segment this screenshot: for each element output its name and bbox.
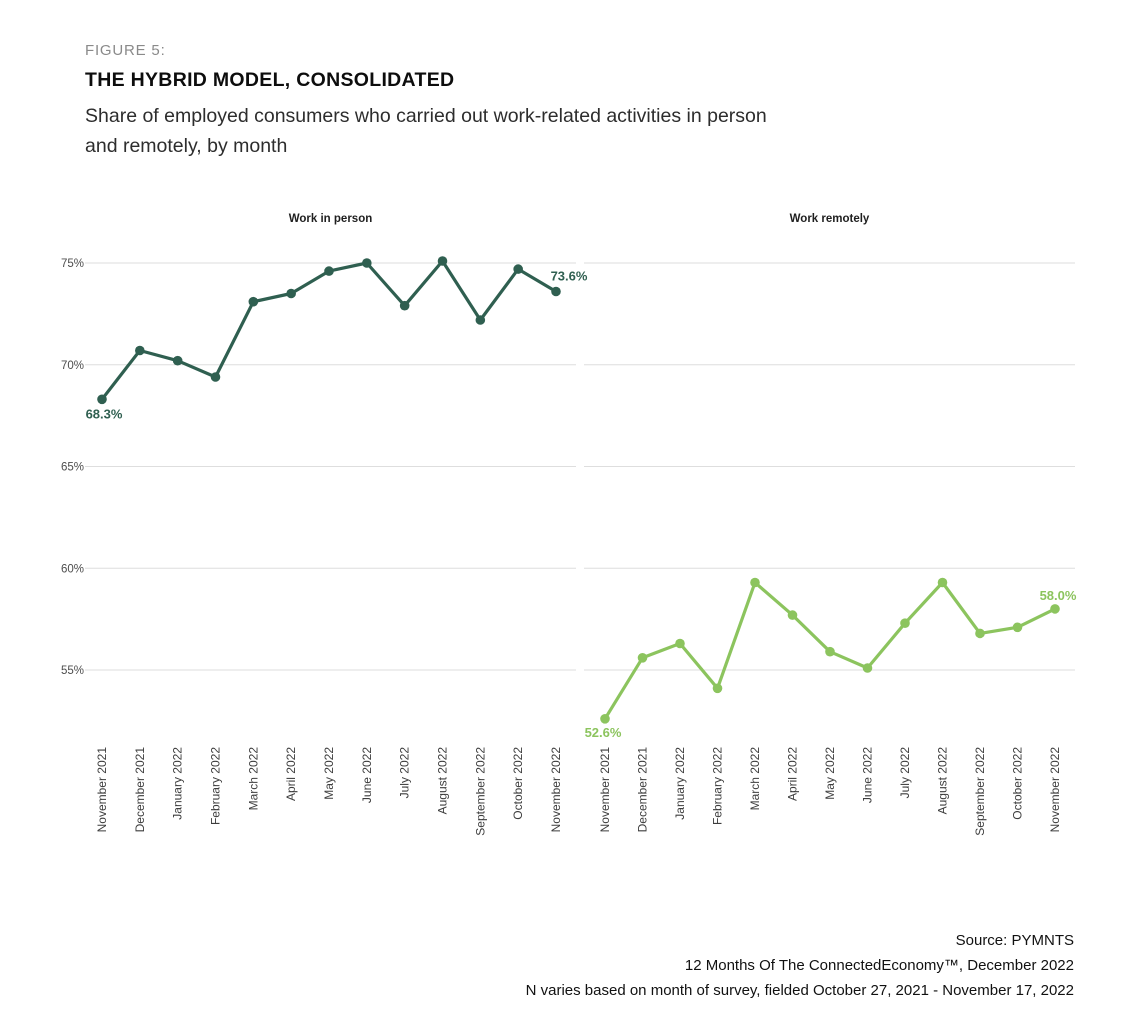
month-label: August 2022 [936, 747, 950, 815]
report-title-line: 12 Months Of The ConnectedEconomy™, Dece… [684, 957, 1074, 974]
work-in-person-data-point [551, 286, 561, 297]
dual-line-chart: 75% 70% 65% 60% 55% Work in person 68.3% 73.6% N… [0, 195, 1132, 870]
work-in-person-data-point [362, 258, 372, 268]
month-label: November 2021 [598, 747, 612, 833]
methodology-line: N varies based on month of survey, field… [525, 982, 1074, 999]
work-remotely-data-point [750, 577, 760, 588]
month-label: August 2022 [436, 747, 450, 815]
work-in-person-panel: Work in person 68.3% 73.6% November 2021 Dec… [86, 213, 588, 836]
month-label: November 2021 [95, 747, 109, 833]
work-in-person-data-point [248, 296, 259, 307]
figure-header: FIGURE 5: THE HYBRID MODEL, CONSOLIDATED… [85, 42, 767, 161]
y-tick-label: 55% [61, 665, 84, 677]
figure-title: THE HYBRID MODEL, CONSOLIDATED [85, 69, 455, 91]
work-in-person-data-point [286, 288, 296, 299]
figure-subtitle: Share of employed consumers who carried … [85, 105, 767, 157]
work-in-person-data-point [475, 315, 486, 325]
work-remotely-data-point [675, 638, 685, 649]
month-label: January 2022 [171, 747, 185, 820]
work-remotely-x-axis-labels: November 2021 December 2021 January 2022 Fe… [598, 747, 1062, 836]
gridlines [85, 262, 1075, 671]
work-remotely-data-point [825, 646, 835, 657]
y-axis-labels: 75% 70% 65% 60% 55% [61, 258, 84, 677]
work-remotely-last-value-label: 58.0% [1040, 588, 1077, 603]
work-in-person-data-point [210, 372, 221, 382]
work-in-person-line [100, 259, 558, 401]
y-tick-label: 70% [61, 360, 84, 372]
month-label: October 2022 [511, 747, 525, 820]
month-label: March 2022 [246, 747, 260, 811]
month-label: June 2022 [861, 747, 875, 803]
month-label: January 2022 [673, 747, 687, 820]
work-remotely-data-point [600, 714, 610, 724]
month-label: February 2022 [711, 747, 725, 825]
month-label: May 2022 [823, 747, 837, 800]
month-label: October 2022 [1011, 747, 1025, 820]
y-tick-label: 65% [61, 462, 84, 474]
work-in-person-data-point [172, 355, 183, 366]
work-remotely-data-point [975, 628, 985, 639]
y-tick-label: 75% [61, 258, 84, 270]
work-remotely-first-value-label: 52.6% [585, 725, 622, 740]
month-label: April 2022 [786, 747, 800, 801]
month-label: November 2022 [549, 747, 563, 833]
work-in-person-first-value-label: 68.3% [86, 406, 123, 421]
work-remotely-title: Work remotely [790, 213, 870, 225]
month-label: June 2022 [360, 747, 374, 803]
month-label: February 2022 [209, 747, 223, 825]
work-remotely-data-point [862, 663, 873, 673]
work-in-person-data-point [324, 266, 334, 276]
month-label: December 2021 [636, 747, 650, 833]
month-label: March 2022 [748, 747, 762, 811]
month-label: May 2022 [322, 747, 336, 800]
month-label: July 2022 [898, 747, 912, 799]
chart-svg: 75% 70% 65% 60% 55% Work in person 68.3% 73.6% N… [61, 213, 1077, 836]
work-remotely-panel: Work remotely 52.6% 58.0% November 2021 Dece… [585, 213, 1077, 836]
month-label: September 2022 [473, 747, 487, 836]
month-label: April 2022 [284, 747, 298, 801]
month-label: July 2022 [398, 747, 412, 799]
work-in-person-data-point [437, 256, 448, 266]
work-in-person-x-axis-labels: November 2021 December 2021 January 2022 Fe… [95, 747, 563, 836]
source-line: Source: PYMNTS [955, 932, 1074, 949]
work-in-person-title: Work in person [289, 213, 373, 225]
work-in-person-data-point [97, 394, 107, 405]
work-remotely-data-point [787, 610, 798, 620]
month-label: September 2022 [973, 747, 987, 836]
work-in-person-last-value-label: 73.6% [551, 269, 588, 284]
work-remotely-data-point [1050, 604, 1060, 614]
work-in-person-data-point [135, 345, 145, 356]
work-remotely-data-point [1012, 622, 1023, 633]
work-remotely-data-point [900, 618, 910, 628]
work-remotely-data-point [712, 683, 723, 694]
month-label: December 2021 [133, 747, 147, 833]
y-tick-label: 60% [61, 563, 84, 575]
figure-label: FIGURE 5: [85, 42, 166, 59]
source-note: Source: PYMNTS 12 Months Of The Connecte… [526, 928, 1074, 1003]
month-label: November 2022 [1048, 747, 1062, 833]
work-in-person-data-point [399, 300, 410, 311]
work-in-person-data-point [513, 264, 523, 274]
work-remotely-data-point [637, 653, 648, 663]
work-remotely-data-point [937, 577, 948, 588]
